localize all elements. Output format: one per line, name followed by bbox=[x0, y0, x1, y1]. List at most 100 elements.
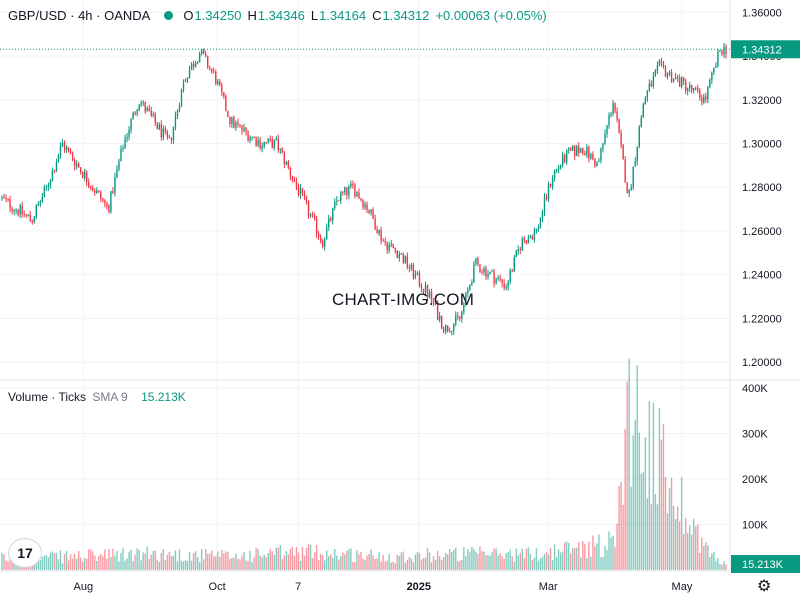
volume-bar bbox=[73, 553, 76, 570]
volume-bar bbox=[632, 435, 634, 570]
volume-bar bbox=[555, 556, 558, 570]
candle-body bbox=[436, 303, 439, 320]
candle-body bbox=[610, 113, 612, 116]
gear-icon[interactable]: ⚙ bbox=[757, 578, 772, 595]
candle-body bbox=[551, 178, 554, 186]
volume-bar bbox=[676, 506, 679, 570]
candle-body bbox=[567, 148, 570, 150]
candle-body bbox=[662, 62, 665, 68]
volume-bar bbox=[398, 555, 400, 570]
volume-bar bbox=[535, 548, 538, 570]
candle-body bbox=[168, 136, 171, 139]
volume-bar bbox=[572, 548, 574, 570]
volume-bar bbox=[725, 564, 727, 570]
volume-bar bbox=[723, 561, 725, 570]
candle-body bbox=[650, 83, 653, 87]
candle-body bbox=[3, 196, 5, 198]
volume-bar bbox=[557, 549, 560, 570]
candle-body bbox=[328, 218, 330, 228]
volume-bar bbox=[511, 556, 513, 570]
watermark: CHART-IMG.COM bbox=[332, 290, 475, 309]
volume-bar bbox=[354, 561, 356, 570]
candle-body bbox=[31, 220, 33, 222]
candle-body bbox=[620, 132, 622, 145]
volume-bar bbox=[313, 552, 316, 570]
volume-bar bbox=[317, 560, 320, 570]
volume-bar bbox=[519, 552, 521, 570]
volume-bar bbox=[414, 554, 417, 570]
candle-body bbox=[37, 204, 40, 207]
volume-bar bbox=[378, 552, 380, 570]
candle-body bbox=[154, 114, 156, 123]
candle-body bbox=[446, 325, 449, 332]
candle-body bbox=[632, 166, 634, 188]
volume-bar bbox=[184, 559, 187, 570]
volume-bar bbox=[463, 547, 465, 570]
time-tick-label: Aug bbox=[74, 581, 94, 593]
candle-body bbox=[5, 197, 7, 200]
volume-bar bbox=[664, 476, 667, 570]
volume-bar bbox=[384, 561, 386, 570]
candle-body bbox=[140, 103, 142, 105]
volume-bar bbox=[53, 553, 56, 570]
volume-bar bbox=[243, 552, 245, 570]
volume-bar bbox=[233, 557, 235, 570]
candle-body bbox=[348, 186, 350, 196]
volume-bar bbox=[170, 556, 173, 570]
volume-bar bbox=[517, 555, 519, 570]
tradingview-logo-icon[interactable]: 17 bbox=[8, 538, 42, 568]
volume-bar bbox=[608, 531, 610, 570]
candle-body bbox=[644, 98, 647, 105]
volume-bar bbox=[162, 549, 165, 570]
candle-body bbox=[424, 284, 427, 293]
candle-body bbox=[317, 234, 320, 237]
volume-bar bbox=[291, 546, 294, 570]
candle-body bbox=[98, 190, 100, 193]
candle-body bbox=[557, 167, 560, 170]
volume-bar bbox=[717, 557, 719, 570]
candle-body bbox=[9, 199, 11, 209]
volume-title[interactable]: Volume · Ticks bbox=[8, 390, 87, 404]
volume-bar bbox=[158, 562, 161, 570]
candle-body bbox=[660, 60, 663, 63]
candle-body bbox=[455, 315, 457, 325]
candle-body bbox=[138, 104, 140, 111]
candle-body bbox=[313, 215, 316, 219]
volume-bar bbox=[467, 549, 469, 570]
candle-body bbox=[717, 51, 719, 66]
volume-bar bbox=[537, 560, 540, 570]
volume-bar bbox=[547, 554, 550, 570]
candle-body bbox=[451, 330, 453, 332]
volume-bar bbox=[570, 553, 572, 570]
candle-body bbox=[227, 110, 229, 117]
candle-body bbox=[126, 136, 128, 139]
symbol-title[interactable]: GBP/USD · 4h · OANDA bbox=[8, 8, 151, 23]
volume-bar bbox=[543, 554, 546, 570]
volume-bar bbox=[473, 549, 475, 570]
candle-body bbox=[307, 201, 310, 216]
candle-body bbox=[350, 183, 352, 187]
candle-body bbox=[219, 81, 221, 85]
candle-body bbox=[116, 169, 118, 178]
candle-body bbox=[565, 149, 568, 163]
candle-body bbox=[440, 315, 443, 329]
volume-bar bbox=[356, 550, 358, 570]
volume-bar bbox=[67, 560, 70, 570]
candle-body bbox=[122, 148, 124, 150]
volume-bar bbox=[598, 534, 600, 570]
candle-body bbox=[156, 122, 158, 130]
volume-bar bbox=[509, 549, 511, 570]
volume-bar bbox=[132, 561, 134, 570]
volume-bar bbox=[642, 471, 645, 570]
candle-body bbox=[134, 112, 136, 114]
volume-bar bbox=[259, 555, 261, 570]
volume-bar bbox=[138, 550, 140, 570]
candle-body bbox=[57, 155, 60, 163]
price-tick-label: 1.24000 bbox=[742, 270, 782, 282]
candle-body bbox=[618, 119, 620, 133]
candle-body bbox=[263, 142, 265, 147]
volume-bar bbox=[654, 494, 657, 570]
volume-bar bbox=[406, 559, 409, 570]
candle-body bbox=[477, 258, 479, 265]
